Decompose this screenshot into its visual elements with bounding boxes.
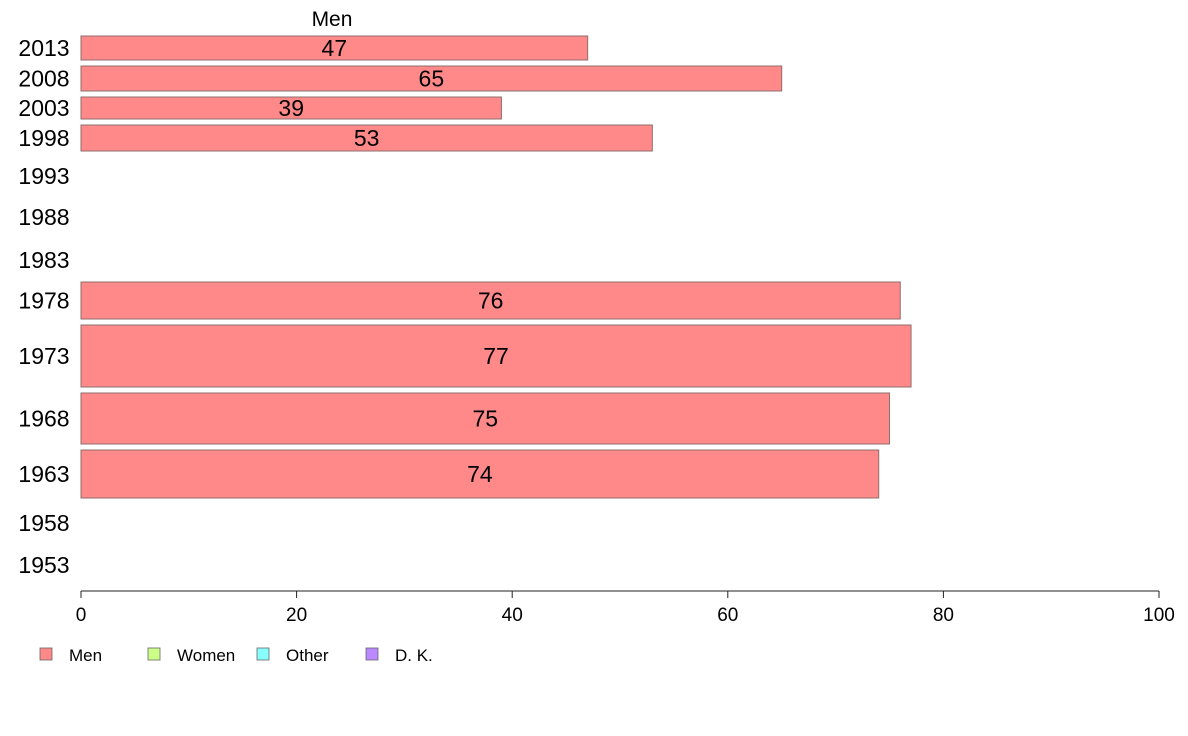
- bar-group: [80, 35, 912, 499]
- legend-label: Other: [286, 646, 329, 665]
- legend-swatch: [365, 647, 379, 661]
- bar-value-label: 39: [278, 95, 304, 121]
- y-tick-label: 1993: [18, 163, 69, 189]
- bar-value-label: 76: [478, 288, 504, 314]
- legend: Men Women Other D. K.: [39, 646, 433, 665]
- y-tick-label: 1978: [18, 288, 69, 314]
- y-tick-label: 1988: [18, 204, 69, 230]
- x-tick-label: 60: [717, 605, 738, 626]
- bar-men: [80, 324, 912, 388]
- y-tick-label: 2013: [18, 35, 69, 61]
- series-top-label: Men: [312, 8, 353, 31]
- legend-swatch: [39, 647, 53, 661]
- y-tick-label: 1953: [18, 552, 69, 578]
- y-tick-label: 1963: [18, 461, 69, 487]
- x-axis: 0 20 40 60 80 100: [76, 590, 1175, 626]
- x-tick-label: 40: [502, 605, 523, 626]
- x-tick-label: 100: [1143, 605, 1175, 626]
- y-tick-label: 1958: [18, 510, 69, 536]
- bar-value-label: 53: [354, 125, 380, 151]
- bar-value-label: 74: [467, 461, 493, 487]
- bar-men: [80, 124, 653, 152]
- legend-swatch: [256, 647, 270, 661]
- y-tick-label: 1973: [18, 343, 69, 369]
- bar-men: [80, 35, 589, 61]
- legend-swatch: [147, 647, 161, 661]
- y-tick-label: 1968: [18, 406, 69, 432]
- bar-value-label: 65: [419, 66, 445, 92]
- y-tick-label: 2008: [18, 66, 69, 92]
- x-tick-label: 0: [76, 605, 87, 626]
- legend-label: D. K.: [395, 646, 433, 665]
- bar-men: [80, 281, 901, 320]
- bar-men: [80, 392, 890, 445]
- bar-value-label: 77: [483, 343, 509, 369]
- bar-men: [80, 96, 502, 120]
- y-tick-label: 1983: [18, 247, 69, 273]
- y-tick-label: 1998: [18, 125, 69, 151]
- bar-label-group: 47 65 39 53 76 77 75 74: [278, 35, 508, 487]
- bar-value-label: 47: [322, 35, 348, 61]
- y-tick-label: 2003: [18, 95, 69, 121]
- bar-value-label: 75: [472, 406, 498, 432]
- legend-label: Men: [69, 646, 102, 665]
- x-tick-label: 80: [933, 605, 954, 626]
- bar-men: [80, 449, 880, 499]
- x-tick-label: 20: [286, 605, 307, 626]
- bar-men: [80, 65, 783, 92]
- y-axis-labels: 2013 2008 2003 1998 1993 1988 1983 1978 1973 1968…: [18, 35, 69, 578]
- legend-label: Women: [177, 646, 235, 665]
